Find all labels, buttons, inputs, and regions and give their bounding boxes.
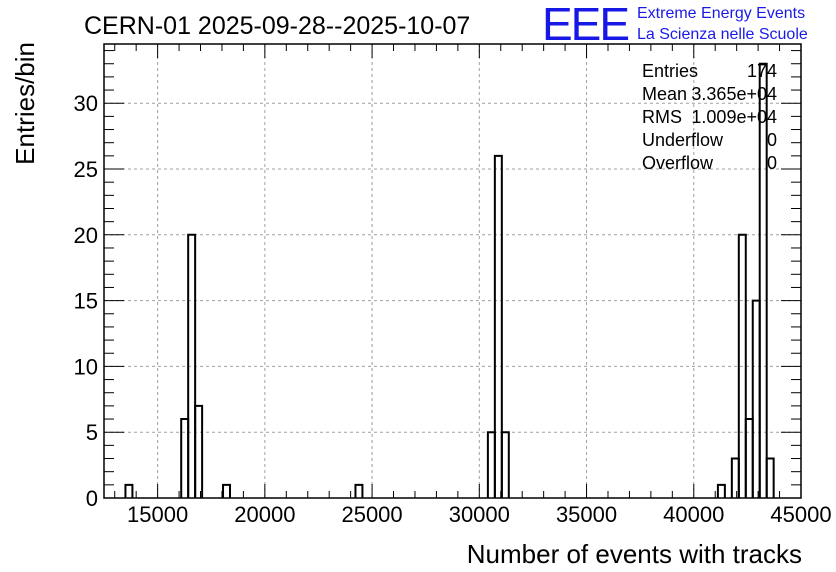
histogram-bins: [124, 62, 775, 498]
plot-frame: [103, 43, 802, 499]
eee-logo-line1: Extreme Energy Events: [637, 5, 805, 22]
y-tick-label: 20: [74, 223, 98, 248]
x-axis-title: Number of events with tracks: [467, 539, 802, 569]
stats-underflow-value: 0: [767, 130, 777, 150]
y-tick-label: 10: [74, 354, 98, 379]
x-tick-label: 25000: [341, 502, 402, 527]
x-tick-label: 30000: [449, 502, 510, 527]
histogram-bin: [716, 483, 726, 498]
eee-logo: EEE Extreme Energy Events La Scienza nel…: [542, 0, 808, 50]
stats-rms-value: 1.009e+04: [691, 107, 777, 127]
histogram-bin: [500, 431, 510, 498]
chart-title: CERN-01 2025-09-28--2025-10-07: [84, 12, 470, 40]
x-tick-label: 35000: [556, 502, 617, 527]
y-tick-label: 30: [74, 91, 98, 116]
y-tick-label: 0: [86, 486, 98, 511]
y-tick-label: 5: [86, 420, 98, 445]
histogram-bin: [354, 483, 364, 498]
histogram-bin: [124, 483, 134, 498]
stats-overflow-label: Overflow: [642, 153, 714, 173]
eee-logo-mark: EEE: [542, 0, 628, 50]
histogram-bin: [758, 62, 768, 498]
histogram-bin: [493, 154, 503, 498]
x-tick-label: 15000: [127, 502, 188, 527]
histogram-bin: [737, 233, 747, 498]
stats-box: Entries 174 Mean 3.365e+04 RMS 1.009e+04…: [642, 61, 777, 173]
stats-mean-value: 3.365e+04: [691, 84, 777, 104]
stats-entries-label: Entries: [642, 61, 698, 81]
stats-rms-label: RMS: [642, 107, 682, 127]
x-tick-labels: 15000 20000 25000 30000 35000 40000 45000: [127, 502, 832, 527]
x-tick-label: 40000: [663, 502, 724, 527]
grid: [104, 44, 801, 498]
histogram-bin: [187, 233, 197, 498]
histogram-bin: [765, 457, 775, 498]
eee-logo-line2: La Scienza nelle Scuole: [637, 26, 808, 43]
y-axis-title: Entries/bin: [10, 42, 40, 165]
stats-underflow-label: Underflow: [642, 130, 724, 150]
stats-entries-value: 174: [747, 61, 777, 81]
stats-mean-label: Mean: [642, 84, 687, 104]
stats-overflow-value: 0: [767, 153, 777, 173]
y-tick-label: 25: [74, 157, 98, 182]
histogram-bin: [194, 404, 204, 498]
x-tick-label: 45000: [770, 502, 831, 527]
y-tick-labels: 0 5 10 15 20 25 30: [74, 91, 98, 511]
x-tick-label: 20000: [234, 502, 295, 527]
histogram-bin: [222, 483, 231, 498]
y-tick-label: 15: [74, 289, 98, 314]
